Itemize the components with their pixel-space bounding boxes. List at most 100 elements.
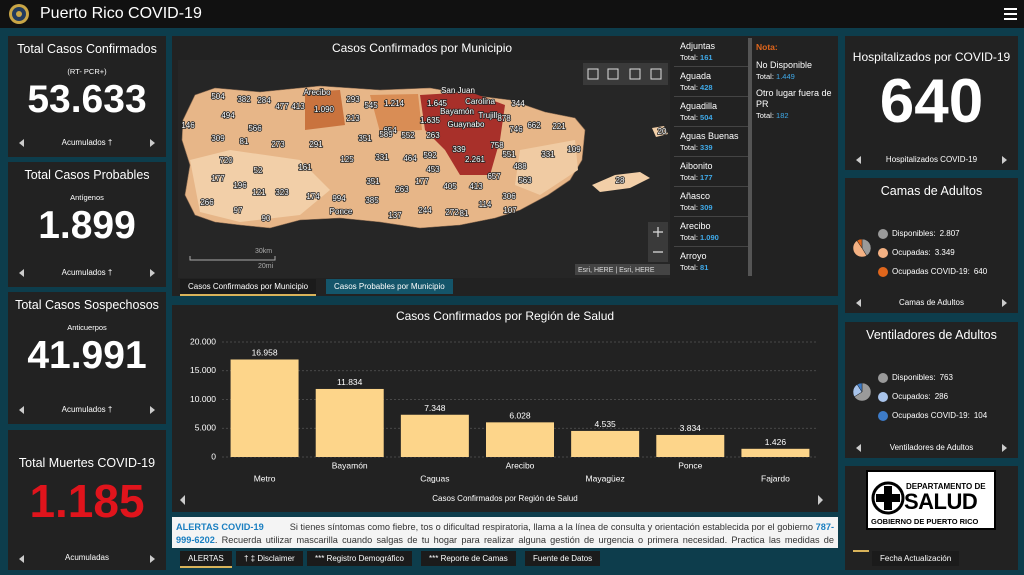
x-tick-label: Arecibo [506,460,535,470]
bottom-tab[interactable]: Fuente de Datos [525,551,601,566]
legend-value: 3.349 [935,248,956,257]
region-arecibo [305,90,345,130]
bottom-tab[interactable]: *** Reporte de Camas [421,551,516,566]
map-label: Trujillo [478,111,502,120]
y-tick-label: 20.000 [190,336,216,346]
map-label: 174 [306,192,320,201]
municipality-item[interactable]: Aibonito Total: 177 [674,158,748,187]
region-light [190,150,330,222]
municipality-name: Adjuntas [680,41,716,51]
chart-footer: Casos Confirmados por Región de Salud [432,494,577,503]
attribution: Esri, HERE | Esri, HERE [578,267,655,274]
municipality-item[interactable]: Aguada Total: 428 [674,68,748,97]
map-label: 293 [346,95,360,104]
culebra [652,126,668,137]
map-tool-button[interactable] [607,68,619,80]
map-label: 284 [257,96,271,105]
map-label: 309 [211,134,225,143]
menu-button[interactable] [1004,8,1017,20]
prev-button[interactable] [180,495,185,505]
logo-ring [871,481,905,515]
indicator-card: Total Casos Probables Antígenos 1.899 Acumu… [8,162,166,287]
card-title: Total Muertes COVID-19 [18,456,156,470]
next-button[interactable] [150,406,155,414]
map-label: 323 [275,188,289,197]
prev-button[interactable] [19,406,24,414]
map-label: 1.090 [314,105,335,114]
total-value: 339 [700,143,713,152]
total-value: 161 [700,53,713,62]
legend-label: Ocupadas COVID-19: 640 [892,267,988,276]
map-label: 266 [200,198,214,207]
legend-value: 104 [974,411,988,420]
card-subtitle: Antígenos [70,193,104,202]
x-tick-label: Bayamón [332,460,368,470]
bottom-tab[interactable]: † ‡ Disclaimer [236,551,303,566]
total-label: Total: [680,203,698,212]
region-metro [420,92,505,175]
legend-name: Ocupadas COVID-19: [892,267,970,276]
prev-button[interactable] [19,269,24,277]
map-tab[interactable]: Casos Confirmados por Municipio [180,279,317,296]
x-tick-label: Fajardo [761,473,790,483]
map-label: 90 [262,214,271,223]
card-footer: Hospitalizados COVID-19 [885,155,978,164]
map-label: Bayamón [440,107,474,116]
municipality-item[interactable]: Aguas Buenas Total: 339 [674,128,748,157]
municipality-total: Total: 1.090 [680,233,748,242]
update-button[interactable]: Fecha Actualización [872,551,960,566]
logo-line3: GOBIERNO DE PUERTO RICO [871,517,979,526]
municipality-item[interactable]: Arecibo Total: 1.090 [674,218,748,247]
prev-button[interactable] [856,444,861,452]
bottom-tab[interactable]: *** Registro Demográfico [307,551,412,566]
municipality-item[interactable]: Arroyo Total: 81 [674,248,748,276]
municipality-item[interactable]: Añasco Total: 309 [674,188,748,217]
municipality-item[interactable]: Adjuntas Total: 161 [674,38,748,67]
prev-button[interactable] [856,156,861,164]
prev-button[interactable] [19,555,24,563]
map-label: 551 [502,150,516,159]
next-button[interactable] [1002,299,1007,307]
next-button[interactable] [150,555,155,563]
map-label: 488 [513,162,527,171]
value-label: 4.535 [595,419,617,429]
prev-button[interactable] [19,139,24,147]
next-button[interactable] [1002,444,1007,452]
municipality-name: Arroyo [680,251,707,261]
map-label: 1.635 [420,116,441,125]
next-button[interactable] [150,139,155,147]
card-title: Total Casos Probables [24,168,150,182]
municipality-item[interactable]: Aguadilla Total: 504 [674,98,748,127]
x-tick-label: Ponce [678,460,702,470]
map-label: 413 [469,182,483,191]
map-label: 592 [423,151,437,160]
vieques [592,172,650,192]
map-label: 177 [211,174,225,183]
bar [230,359,299,457]
y-tick-label: 15.000 [190,365,216,375]
map-tool-button[interactable] [629,68,641,80]
map-label: 273 [271,140,285,149]
total-value: 428 [700,83,713,92]
map-label: Arecibo [303,88,331,97]
municipality-total: Total: 81 [680,263,748,272]
total-value: 177 [700,173,713,182]
municipality-total: Total: 504 [680,113,748,122]
map-tool-button[interactable] [650,68,662,80]
map-label: 97 [234,206,243,215]
next-button[interactable] [1002,156,1007,164]
map-label: 339 [452,145,466,154]
bar [741,448,810,457]
bottom-tab[interactable]: ALERTAS [180,551,232,568]
value-label: 7.348 [424,403,446,413]
attribution-bg [575,264,670,275]
legend-swatch [878,411,888,421]
total-label: Total: [756,72,774,81]
note-title: Nota: [756,42,778,52]
map-tab[interactable]: Casos Probables por Municipio [326,279,453,294]
next-button[interactable] [818,495,823,505]
map-tool-button[interactable] [587,68,599,80]
prev-button[interactable] [856,299,861,307]
chart-title: Casos Confirmados por Región de Salud [396,309,614,323]
next-button[interactable] [150,269,155,277]
